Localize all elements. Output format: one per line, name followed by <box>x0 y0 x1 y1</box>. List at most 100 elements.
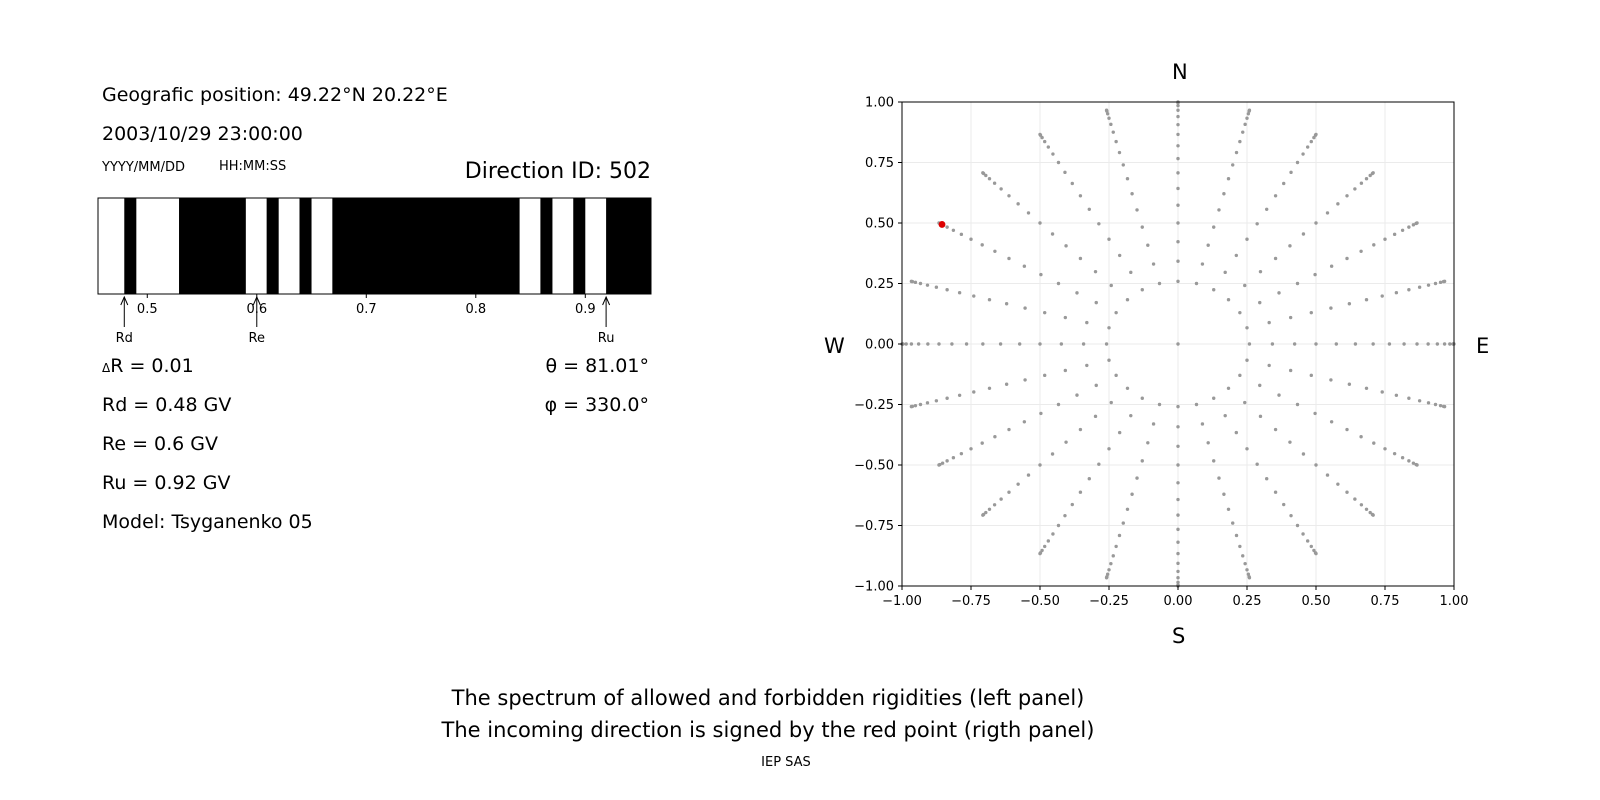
direction-point <box>1288 368 1293 373</box>
rigidity-marker-arrowhead <box>602 295 611 306</box>
direction-point <box>987 386 992 390</box>
direction-point <box>1117 533 1122 538</box>
direction-point <box>1314 221 1318 225</box>
direction-point <box>1292 342 1297 346</box>
direction-point <box>1022 420 1027 424</box>
direction-point <box>1121 521 1125 525</box>
direction-point <box>1114 139 1118 144</box>
y-tick-label: 0.75 <box>865 156 894 171</box>
direction-point <box>1107 358 1111 362</box>
direction-point <box>1265 477 1269 481</box>
direction-point <box>1231 163 1235 167</box>
direction-point <box>1117 253 1122 258</box>
direction-point <box>1104 342 1109 346</box>
re-value: Re = 0.6 GV <box>102 433 219 455</box>
direction-point <box>1085 363 1089 368</box>
direction-point <box>1056 402 1061 407</box>
direction-point <box>1016 482 1020 486</box>
y-tick-label: −0.50 <box>854 459 894 474</box>
direction-point <box>1063 170 1067 175</box>
direction-point <box>1026 473 1031 477</box>
direction-point <box>1176 481 1180 485</box>
direction-point <box>1329 420 1334 424</box>
direction-point <box>1448 342 1452 346</box>
direction-point <box>1277 291 1281 295</box>
direction-point <box>1176 444 1180 448</box>
spectrum-tick-label: 0.8 <box>465 302 486 317</box>
x-tick-label: 1.00 <box>1440 594 1469 609</box>
direction-point <box>1394 290 1399 295</box>
direction-point <box>987 177 992 181</box>
direction-point <box>1238 373 1242 378</box>
direction-point <box>1226 507 1231 511</box>
rigidity-spectrum-chart: 0.5 0.6 0.7 0.8 0.9Rd Re Ru <box>97 197 652 346</box>
direction-point <box>1426 342 1430 346</box>
direction-point <box>1245 358 1249 362</box>
direction-point <box>1007 194 1011 198</box>
direction-point <box>1135 208 1139 212</box>
direction-point <box>984 173 988 178</box>
direction-point <box>1345 490 1349 494</box>
direction-point <box>1270 342 1275 346</box>
direction-point <box>1238 544 1242 549</box>
direction-point <box>981 342 985 346</box>
direction-point <box>1353 342 1358 346</box>
direction-point <box>1314 342 1318 346</box>
direction-point <box>1176 122 1180 127</box>
time-format-label: HH:MM:SS <box>219 159 287 174</box>
direction-point <box>1135 476 1139 480</box>
direction-point <box>1004 302 1009 306</box>
spectrum-allowed-band <box>519 198 541 294</box>
direction-point <box>909 279 914 284</box>
phi-value: φ = 330.0° <box>544 394 649 416</box>
spectrum-allowed-band <box>278 198 300 294</box>
direction-point <box>1372 441 1376 445</box>
direction-point <box>1336 202 1340 206</box>
direction-point <box>1212 396 1216 400</box>
direction-point <box>993 434 997 439</box>
direction-point <box>1364 386 1369 390</box>
direction-point <box>1046 539 1051 543</box>
direction-point <box>1347 382 1352 386</box>
y-tick-label: 0.00 <box>865 338 894 353</box>
direction-point <box>1200 422 1205 426</box>
model-name: Model: Tsyganenko 05 <box>102 511 313 533</box>
direction-point <box>1288 244 1292 248</box>
direction-point <box>1438 403 1443 408</box>
direction-point <box>1329 264 1334 268</box>
direction-point <box>1070 502 1074 507</box>
direction-point <box>1411 223 1416 227</box>
direction-point <box>1140 225 1144 229</box>
direction-point <box>984 510 988 515</box>
direction-point <box>1007 490 1011 494</box>
direction-point <box>969 237 973 241</box>
direction-point <box>1176 108 1180 112</box>
direction-point <box>1305 539 1310 543</box>
direction-point <box>1314 551 1318 556</box>
footer-line-2: The incoming direction is signed by the … <box>441 718 1095 742</box>
incoming-direction-point <box>938 221 946 228</box>
direction-point <box>904 342 908 346</box>
direction-point <box>1176 259 1180 263</box>
spectrum-allowed-band <box>585 198 607 294</box>
direction-point <box>1223 413 1227 418</box>
direction-point <box>1245 447 1249 451</box>
direction-point <box>1107 326 1111 330</box>
direction-point <box>1417 399 1422 403</box>
direction-point <box>1245 237 1249 241</box>
direction-point <box>1176 513 1180 517</box>
direction-point <box>1081 342 1086 346</box>
direction-point <box>1359 181 1364 185</box>
direction-point <box>1043 544 1047 549</box>
direction-point <box>1289 513 1293 518</box>
direction-point <box>1070 181 1074 186</box>
direction-point <box>1078 490 1083 494</box>
direction-point <box>1087 207 1091 211</box>
direction-point <box>1059 342 1064 346</box>
direction-point <box>1176 404 1180 409</box>
direction-point <box>1301 152 1305 156</box>
direction-point <box>1109 283 1113 288</box>
direction-point <box>1309 544 1313 549</box>
direction-point <box>1050 232 1055 236</box>
direction-point <box>1226 298 1231 302</box>
